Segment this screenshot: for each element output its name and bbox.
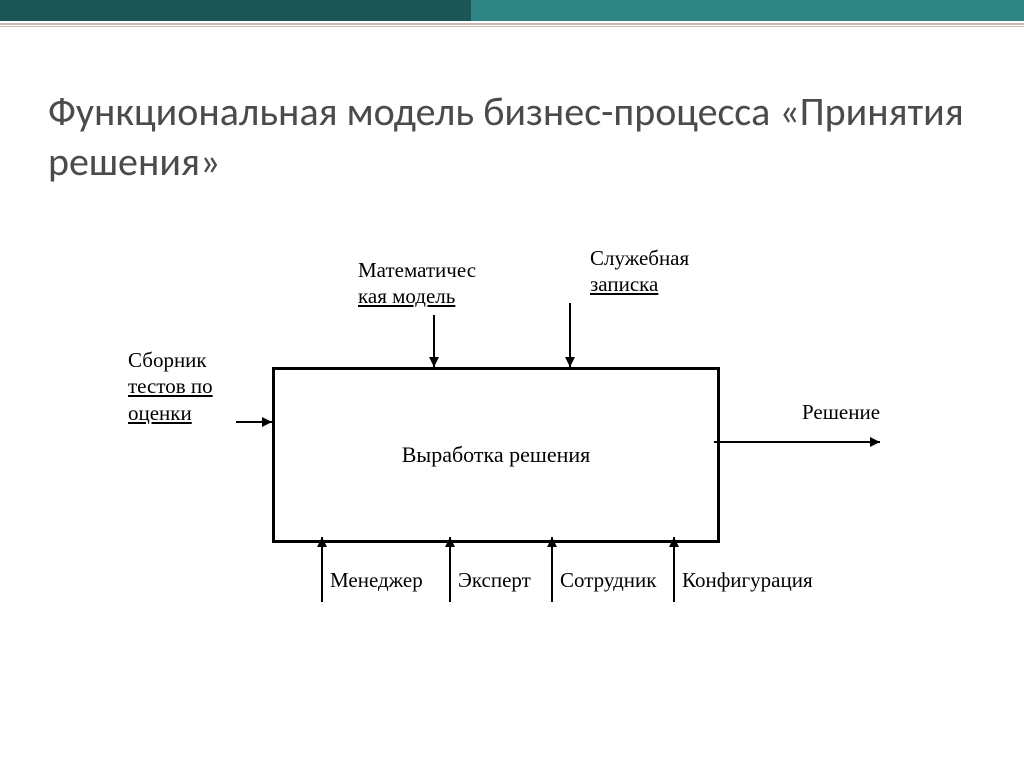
mechanism-bottom-label: Менеджер <box>330 567 423 593</box>
top-bar-light-segment <box>471 0 1024 21</box>
slide-top-bar <box>0 0 1024 21</box>
input-left-label: Сборниктестов пооценки <box>128 347 213 426</box>
mechanism-bottom-label: Конфигурация <box>682 567 813 593</box>
process-box: Выработка решения <box>272 367 720 543</box>
process-box-label: Выработка решения <box>402 442 591 468</box>
accent-divider <box>0 23 1024 27</box>
mechanism-bottom-label: Сотрудник <box>560 567 656 593</box>
slide-title: Функциональная модель бизнес-процесса «П… <box>48 87 976 187</box>
idef0-diagram: Выработка решения Сборниктестов пооценки М… <box>0 207 1024 727</box>
control-top-label: Математическая модель <box>358 257 476 310</box>
mechanism-bottom-label: Эксперт <box>458 567 531 593</box>
top-bar-dark-segment <box>0 0 471 21</box>
output-right-label: Решение <box>802 399 880 425</box>
control-top-label: Служебнаязаписка <box>590 245 689 298</box>
